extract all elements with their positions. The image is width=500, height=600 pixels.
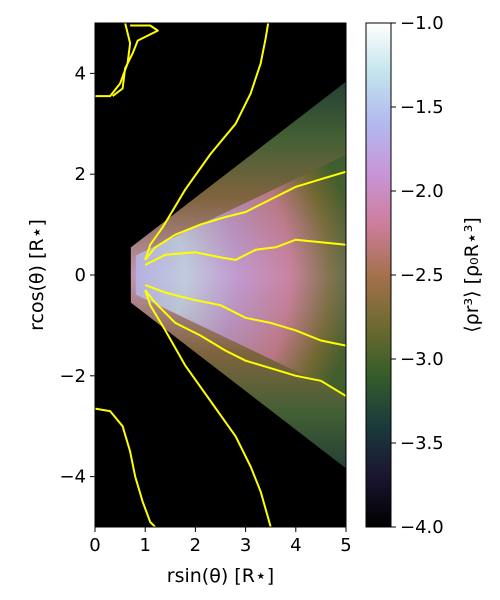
y-tick: 2 [75,164,95,185]
x-tick-label: 5 [340,535,351,556]
x-tick: 4 [290,527,302,556]
x-tick-label: 4 [290,535,301,556]
colorbar-label: ⟨ρr³⟩ [ρ₀R⋆³] [461,217,483,333]
colorbar-tick: −1.5 [391,97,444,118]
y-tick: −4 [59,467,95,488]
colorbar-tick: −2.0 [391,181,444,202]
heatmap-wedge-inner [135,154,346,396]
contour-outer-upper-right [111,24,159,97]
colorbar-tick: −3.0 [391,349,444,370]
x-tick-label: 2 [190,535,201,556]
colorbar-tick: −2.5 [391,265,444,286]
y-axis-label: rcos(θ) [R⋆] [26,219,48,331]
x-tick-label: 3 [240,535,251,556]
x-tick: 2 [190,527,201,556]
x-tick: 5 [340,527,352,556]
plot-area [95,23,346,527]
contour-core-upper [144,238,346,266]
colorbar-tick-label: −1.0 [400,13,444,34]
y-tick: 4 [75,63,95,84]
colorbar-tick-label: −3.0 [400,349,444,370]
x-tick: 0 [89,527,101,556]
y-tick-label: 0 [75,265,86,286]
contour-inner-upper [144,170,346,261]
contour-core-lower [144,284,346,347]
colorbar-tick-label: −3.5 [400,433,444,454]
colorbar-tick-label: −2.5 [400,265,444,286]
contour-inner-lower [144,289,346,397]
x-tick-label: 1 [139,535,150,556]
colorbar-tick: −4.0 [391,517,444,538]
x-tick-label: 0 [89,535,100,556]
x-axis-label: rsin(θ) [R⋆] [167,565,274,587]
y-tick-label: 4 [75,63,86,84]
contour-wedge-lower [144,289,272,527]
x-tick: 1 [139,527,151,556]
colorbar-ticks: −4.0 −3.5 −3.0 −2.5 −2.0 −1.5 −1.0 [391,13,444,538]
colorbar-tick-label: −4.0 [400,517,444,538]
colorbar-tick-label: −2.0 [400,181,444,202]
x-tick: 3 [240,527,251,556]
y-tick-label: 2 [75,164,86,185]
colorbar [365,22,392,528]
x-axis: 0 1 2 3 4 5 [89,527,352,556]
y-axis: −4 −2 0 2 4 [59,63,95,488]
y-tick: 0 [75,265,95,286]
contour-outer-lower [95,407,156,527]
contour-lines [95,23,346,527]
y-tick-label: −4 [59,467,86,488]
contour-wedge-upper [144,23,270,261]
y-tick: −2 [59,366,95,387]
colorbar-tick: −1.0 [391,13,444,34]
colorbar-tick: −3.5 [391,433,444,454]
y-tick-label: −2 [59,366,86,387]
colorbar-tick-label: −1.5 [400,97,444,118]
